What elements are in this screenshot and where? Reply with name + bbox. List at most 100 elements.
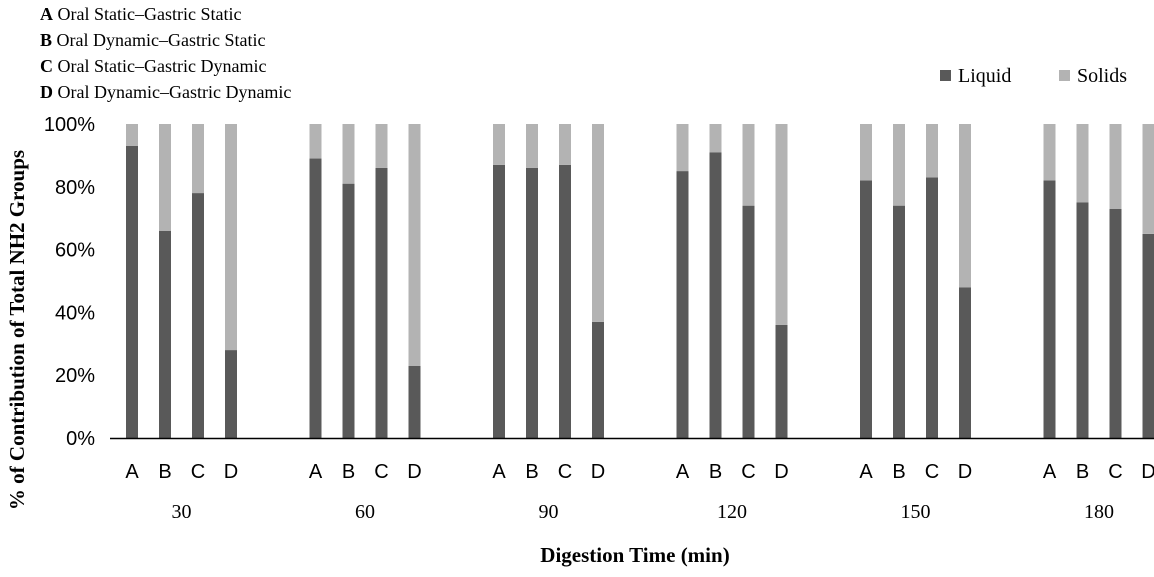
bar-liquid-60-B — [342, 183, 355, 438]
x-category-label: A — [1043, 461, 1057, 483]
bar-solids-120-D — [775, 124, 788, 325]
bar-solids-150-A — [860, 124, 872, 181]
bar-liquid-30-C — [192, 193, 204, 438]
bar-liquid-120-D — [775, 324, 788, 438]
x-group-label: 120 — [717, 501, 747, 523]
category-legend-text: Oral Dynamic–Gastric Static — [52, 30, 265, 50]
bar-liquid-90-C — [559, 164, 571, 438]
bar-solids-60-C — [375, 124, 388, 168]
x-group-label: 90 — [539, 501, 559, 523]
y-tick-label: 40% — [55, 302, 95, 324]
x-group-label: 30 — [172, 501, 192, 523]
bar-solids-120-C — [742, 124, 755, 206]
x-category-label: A — [676, 461, 690, 483]
bar-solids-120-A — [676, 124, 689, 172]
bar-solids-180-D — [1142, 124, 1154, 234]
y-axis: 0% 20% 40% 60% 80% 100% — [44, 114, 95, 450]
bar-liquid-150-A — [860, 180, 872, 438]
bar-solids-30-C — [192, 124, 204, 194]
legend-swatch-liquid — [940, 70, 951, 81]
x-category-label: A — [492, 461, 506, 483]
bar-solids-150-C — [926, 124, 938, 178]
bars — [126, 124, 1154, 439]
bar-liquid-90-A — [493, 164, 505, 438]
bar-liquid-150-D — [959, 287, 971, 438]
x-category-label: C — [741, 461, 755, 483]
bar-liquid-90-B — [526, 167, 538, 438]
x-group-label: 150 — [901, 501, 931, 523]
bar-solids-30-A — [126, 124, 138, 146]
bar-liquid-180-C — [1109, 208, 1122, 438]
bar-liquid-180-D — [1142, 233, 1154, 438]
bar-liquid-120-A — [676, 171, 689, 438]
x-group-label: 180 — [1084, 501, 1114, 523]
category-legend-key: B — [40, 30, 52, 50]
x-group-label: 60 — [355, 501, 375, 523]
x-category-label: B — [709, 461, 722, 483]
bar-liquid-60-A — [309, 158, 322, 439]
x-category-label: D — [224, 461, 238, 483]
legend-label-solids: Solids — [1077, 65, 1127, 87]
x-category-label: C — [191, 461, 205, 483]
x-category-label: D — [591, 461, 605, 483]
x-category-label: B — [1076, 461, 1089, 483]
category-legend-item: B Oral Dynamic–Gastric Static — [40, 30, 265, 50]
bar-solids-30-D — [225, 124, 237, 351]
x-category-label: D — [1141, 461, 1154, 483]
y-tick-label: 60% — [55, 240, 95, 262]
x-category-label: C — [1108, 461, 1122, 483]
x-axis-label: Digestion Time (min) — [540, 543, 729, 567]
bar-liquid-180-B — [1076, 202, 1089, 438]
bar-liquid-120-B — [709, 152, 722, 438]
bar-liquid-90-D — [592, 321, 604, 438]
y-tick-label: 80% — [55, 177, 95, 199]
category-legend-item: A Oral Static–Gastric Static — [40, 4, 241, 24]
bar-solids-30-B — [159, 124, 171, 231]
bar-liquid-180-A — [1043, 180, 1056, 438]
y-axis-label: % of Contribution of Total NH2 Groups — [5, 150, 29, 510]
bar-solids-120-B — [709, 124, 722, 153]
bar-solids-90-D — [592, 124, 604, 322]
bar-liquid-30-D — [225, 350, 237, 438]
bar-solids-90-B — [526, 124, 538, 168]
x-category-label: B — [158, 461, 171, 483]
x-category-label: D — [774, 461, 788, 483]
category-legend-key: A — [40, 4, 53, 24]
bar-solids-150-D — [959, 124, 971, 288]
x-category-label: C — [374, 461, 388, 483]
category-legend-text: Oral Static–Gastric Static — [53, 4, 241, 24]
bar-solids-180-A — [1043, 124, 1056, 181]
x-category-label: D — [958, 461, 972, 483]
bar-solids-60-D — [408, 124, 421, 366]
category-legend-text: Oral Static–Gastric Dynamic — [53, 56, 266, 76]
series-legend: Liquid Solids — [940, 65, 1127, 87]
category-legend-item: C Oral Static–Gastric Dynamic — [40, 56, 266, 76]
category-legend-key: C — [40, 56, 53, 76]
y-tick-label: 0% — [66, 428, 95, 450]
x-category-label: A — [125, 461, 139, 483]
x-category-label: A — [309, 461, 323, 483]
bar-liquid-120-C — [742, 205, 755, 438]
bar-solids-150-B — [893, 124, 905, 206]
x-category-label: B — [892, 461, 905, 483]
x-category-label: C — [925, 461, 939, 483]
category-legend-text: Oral Dynamic–Gastric Dynamic — [53, 82, 291, 102]
bar-liquid-150-C — [926, 177, 938, 438]
bar-liquid-150-B — [893, 205, 905, 438]
x-category-label: D — [407, 461, 421, 483]
x-category-label: B — [525, 461, 538, 483]
bar-solids-60-A — [309, 124, 322, 159]
x-category-label: B — [342, 461, 355, 483]
bar-solids-60-B — [342, 124, 355, 184]
x-category-label: C — [558, 461, 572, 483]
bar-liquid-60-C — [375, 167, 388, 438]
legend-swatch-solids — [1059, 70, 1070, 81]
bar-liquid-30-A — [126, 145, 138, 439]
bar-liquid-60-D — [408, 365, 421, 438]
category-legend-key: D — [40, 82, 53, 102]
bar-solids-180-B — [1076, 124, 1089, 203]
legend-label-liquid: Liquid — [958, 65, 1011, 87]
